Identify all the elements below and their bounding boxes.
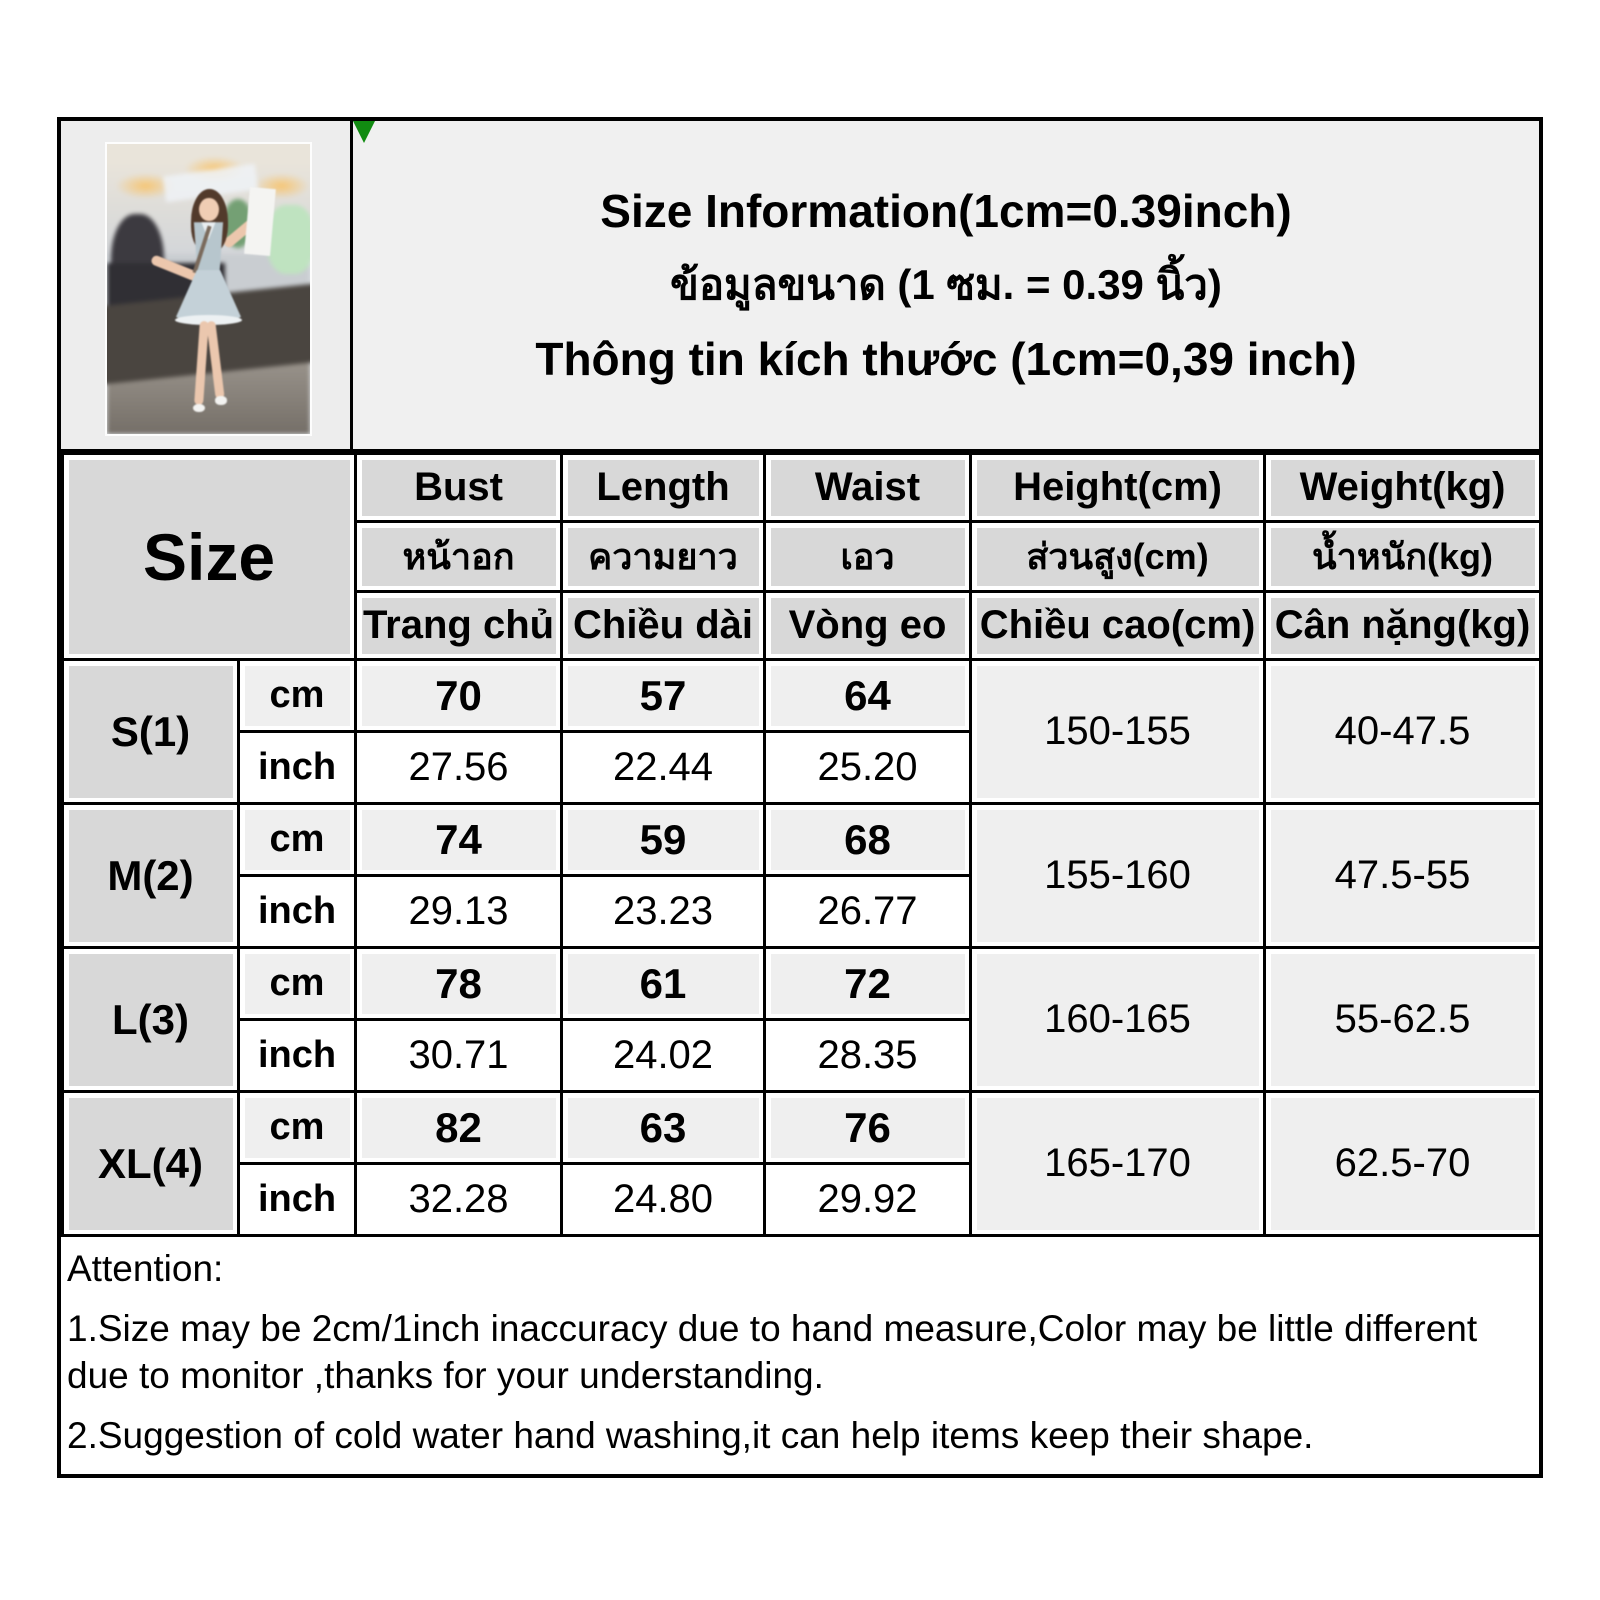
- table-row: inch 27.56 22.44 25.20: [63, 730, 1541, 805]
- title-cell: Size Information(1cm=0.39inch) ข้อมูลขนา…: [353, 121, 1539, 449]
- waist-inch-xl: 29.92: [763, 1162, 973, 1237]
- bust-cm-s: 70: [354, 658, 564, 733]
- size-label-s: S(1): [61, 658, 240, 805]
- header-length-th: ความยาว: [560, 520, 767, 593]
- length-cm-xl: 63: [560, 1090, 767, 1165]
- model-arm: [149, 254, 199, 283]
- size-table: Size Bust Length Waist Height(cm) Weight…: [60, 452, 1543, 1237]
- table-row: inch 29.13 23.23 26.77: [63, 874, 1541, 949]
- unit-cm: cm: [236, 946, 358, 1021]
- weight-range-l: 55-62.5: [1263, 946, 1543, 1093]
- height-range-xl: 165-170: [969, 1090, 1267, 1237]
- header-height-vi: Chiều cao(cm): [969, 590, 1267, 661]
- attention-note-1: 1.Size may be 2cm/1inch inaccuracy due t…: [67, 1308, 1478, 1397]
- table-row: XL(4) cm 82 63 76 165-170 62.5-70: [61, 1090, 1543, 1237]
- length-inch-s: 22.44: [560, 730, 767, 805]
- unit-inch: inch: [236, 874, 358, 949]
- unit-inch: inch: [236, 1018, 358, 1093]
- waist-inch-s: 25.20: [763, 730, 973, 805]
- unit-inch: inch: [236, 730, 358, 805]
- bust-cm-l: 78: [354, 946, 564, 1021]
- length-cm-m: 59: [560, 802, 767, 877]
- height-range-l: 160-165: [969, 946, 1267, 1093]
- weight-range-xl: 62.5-70: [1263, 1090, 1543, 1237]
- header-weight-th: น้ำหนัก(kg): [1263, 520, 1543, 593]
- length-cm-l: 61: [560, 946, 767, 1021]
- header-bust-th: หน้าอก: [354, 520, 564, 593]
- length-inch-xl: 24.80: [560, 1162, 767, 1237]
- height-range-m: 155-160: [969, 802, 1267, 949]
- header-bust-en: Bust: [354, 452, 564, 523]
- waist-cm-m: 68: [763, 802, 973, 877]
- weight-range-m: 47.5-55: [1263, 802, 1543, 949]
- title-vietnamese: Thông tin kích thước (1cm=0,39 inch): [535, 333, 1357, 385]
- waist-cm-xl: 76: [763, 1090, 973, 1165]
- model-leg: [205, 320, 224, 400]
- model-face: [199, 197, 219, 221]
- waist-inch-m: 26.77: [763, 874, 973, 949]
- header-height-en: Height(cm): [969, 452, 1267, 523]
- waist-cm-l: 72: [763, 946, 973, 1021]
- waist-cm-s: 64: [763, 658, 973, 733]
- attention-note-2: 2.Suggestion of cold water hand washing,…: [67, 1414, 1314, 1456]
- length-inch-l: 24.02: [560, 1018, 767, 1093]
- height-range-s: 150-155: [969, 658, 1267, 805]
- model-shopping-bag: [244, 186, 277, 256]
- header-waist-th: เอว: [763, 520, 973, 593]
- photo-model: [107, 144, 310, 434]
- table-row: L(3) cm 78 61 72 160-165 55-62.5: [61, 946, 1543, 1093]
- photo-clothes-rack: [267, 204, 310, 275]
- model-shoe: [214, 396, 227, 405]
- bust-inch-s: 27.56: [354, 730, 564, 805]
- model-shoe: [193, 403, 206, 413]
- attention-heading: Attention:: [67, 1248, 224, 1289]
- unit-cm: cm: [236, 1090, 358, 1165]
- top-row: Size Information(1cm=0.39inch) ข้อมูลขนา…: [61, 121, 1539, 452]
- table-row: inch 30.71 24.02 28.35: [63, 1018, 1541, 1093]
- unit-cm: cm: [236, 802, 358, 877]
- size-label-l: L(3): [61, 946, 240, 1093]
- attention-box: Attention: 1.Size may be 2cm/1inch inacc…: [61, 1237, 1539, 1474]
- table-row: S(1) cm 70 57 64 150-155 40-47.5: [61, 658, 1543, 805]
- unit-inch: inch: [236, 1162, 358, 1237]
- cell-marker-triangle-icon: [353, 121, 375, 143]
- bust-inch-xl: 32.28: [354, 1162, 564, 1237]
- unit-cm: cm: [236, 658, 358, 733]
- length-cm-s: 57: [560, 658, 767, 733]
- header-length-en: Length: [560, 452, 767, 523]
- header-length-vi: Chiều dài: [560, 590, 767, 661]
- header-weight-vi: Cân nặng(kg): [1263, 590, 1543, 661]
- header-weight-en: Weight(kg): [1263, 452, 1543, 523]
- bust-inch-m: 29.13: [354, 874, 564, 949]
- waist-inch-l: 28.35: [763, 1018, 973, 1093]
- bust-cm-m: 74: [354, 802, 564, 877]
- header-bust-vi: Trang chủ: [354, 590, 564, 661]
- title-thai: ข้อมูลขนาด (1 ซม. = 0.39 นิ้ว): [670, 261, 1222, 308]
- model-dress-hem: [175, 315, 242, 326]
- header-height-th: ส่วนสูง(cm): [969, 520, 1267, 593]
- header-waist-en: Waist: [763, 452, 973, 523]
- bust-cm-xl: 82: [354, 1090, 564, 1165]
- size-label-m: M(2): [61, 802, 240, 949]
- bust-inch-l: 30.71: [354, 1018, 564, 1093]
- header-waist-vi: Vòng eo: [763, 590, 973, 661]
- weight-range-s: 40-47.5: [1263, 658, 1543, 805]
- size-chart-sheet: Size Information(1cm=0.39inch) ข้อมูลขนา…: [57, 117, 1543, 1478]
- size-header-cell: Size: [60, 452, 358, 661]
- table-row: inch 32.28 24.80 29.92: [63, 1162, 1541, 1237]
- product-photo-cell: [61, 121, 353, 449]
- model-leg: [194, 320, 209, 406]
- table-row: M(2) cm 74 59 68 155-160 47.5-55: [61, 802, 1543, 949]
- product-photo: [105, 142, 312, 436]
- length-inch-m: 23.23: [560, 874, 767, 949]
- title-english: Size Information(1cm=0.39inch): [600, 185, 1292, 237]
- size-label-xl: XL(4): [61, 1090, 240, 1237]
